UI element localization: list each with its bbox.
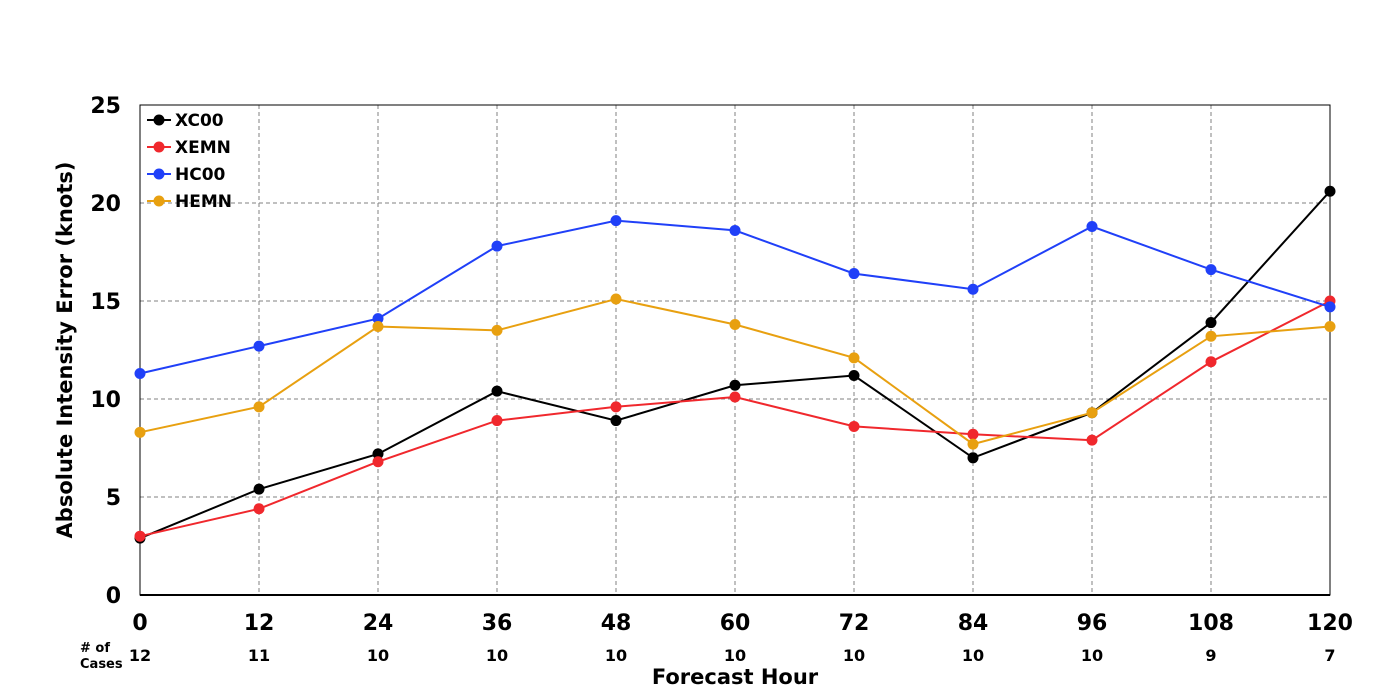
- case-count-label: 10: [605, 646, 627, 665]
- y-axis-title: Absolute Intensity Error (knots): [53, 162, 77, 539]
- data-point-xemn: [967, 428, 979, 440]
- data-point-xemn: [1086, 434, 1098, 446]
- data-point-hemn: [134, 426, 146, 438]
- case-count-label: 10: [724, 646, 746, 665]
- cases-row: # of Cases 12 11 10 10 10 10 10 10 10 9 7: [80, 641, 1336, 672]
- data-point-hc00: [610, 215, 622, 227]
- x-tick-label: 60: [720, 611, 751, 636]
- data-point-hc00: [967, 283, 979, 295]
- data-point-xc00: [610, 415, 622, 427]
- data-point-hc00: [253, 340, 265, 352]
- case-count-label: 10: [367, 646, 389, 665]
- x-tick-label: 96: [1077, 611, 1108, 636]
- data-point-xc00: [1324, 185, 1336, 197]
- x-axis-title: Forecast Hour: [652, 665, 819, 689]
- data-point-xc00: [372, 448, 384, 460]
- data-point-hemn: [848, 352, 860, 364]
- legend-marker: [153, 195, 165, 207]
- data-point-xemn: [372, 456, 384, 468]
- case-count-label: 10: [843, 646, 865, 665]
- data-point-xemn: [1205, 356, 1217, 368]
- data-point-hc00: [1205, 264, 1217, 276]
- data-point-hemn: [1205, 330, 1217, 342]
- case-count-label: 10: [1081, 646, 1103, 665]
- legend-marker: [153, 141, 165, 153]
- data-point-xemn: [491, 415, 503, 427]
- y-tick-label: 20: [90, 192, 121, 217]
- data-point-hemn: [967, 438, 979, 450]
- legend-label: HC00: [175, 165, 226, 185]
- legend-item-hc00: HC00: [147, 165, 226, 185]
- legend-label: XEMN: [175, 138, 231, 158]
- case-count-label: 11: [248, 646, 270, 665]
- legend-item-xemn: XEMN: [147, 138, 231, 158]
- series-group: [134, 185, 1336, 544]
- case-count-label: 7: [1324, 646, 1335, 665]
- y-tick-label: 10: [90, 388, 121, 413]
- grid: [140, 105, 1330, 595]
- x-tick-label: 0: [132, 611, 147, 636]
- x-tick-label: 36: [482, 611, 513, 636]
- data-point-xc00: [848, 369, 860, 381]
- data-point-hc00: [134, 368, 146, 380]
- y-tick-label: 5: [106, 486, 121, 511]
- data-point-hemn: [372, 320, 384, 332]
- data-point-xemn: [253, 503, 265, 515]
- legend-label: XC00: [175, 111, 224, 131]
- x-axis: 0 12 24 36 48 60 72 84 96 108 120: [132, 594, 1353, 636]
- data-point-hc00: [372, 313, 384, 325]
- data-point-xc00: [729, 379, 741, 391]
- series-hc00: [134, 215, 1336, 380]
- y-tick-label: 0: [106, 584, 121, 609]
- legend-marker: [153, 114, 165, 126]
- case-count-label: 10: [962, 646, 984, 665]
- data-point-hemn: [253, 401, 265, 413]
- y-tick-label: 15: [90, 290, 121, 315]
- data-point-hemn: [729, 319, 741, 331]
- data-point-xc00: [1205, 317, 1217, 329]
- data-point-hc00: [491, 240, 503, 252]
- y-axis: 0 5 10 15 20 25: [90, 94, 121, 609]
- case-count-label: 9: [1205, 646, 1216, 665]
- x-tick-label: 84: [958, 611, 989, 636]
- data-point-hc00: [1086, 221, 1098, 233]
- x-tick-label: 48: [601, 611, 632, 636]
- data-point-hc00: [848, 268, 860, 280]
- x-tick-label: 120: [1307, 611, 1353, 636]
- x-tick-label: 108: [1188, 611, 1234, 636]
- data-point-xc00: [491, 385, 503, 397]
- data-point-xemn: [848, 420, 860, 432]
- data-point-xemn: [729, 391, 741, 403]
- data-point-hemn: [1324, 320, 1336, 332]
- data-point-hemn: [610, 293, 622, 305]
- legend-marker: [153, 168, 165, 180]
- data-point-hc00: [729, 224, 741, 236]
- case-count-label: 12: [129, 646, 151, 665]
- data-point-xc00: [967, 452, 979, 464]
- x-tick-label: 24: [363, 611, 394, 636]
- x-tick-label: 12: [244, 611, 275, 636]
- case-count-label: 10: [486, 646, 508, 665]
- legend-label: HEMN: [175, 192, 232, 212]
- x-tick-label: 72: [839, 611, 870, 636]
- legend-item-xc00: XC00: [147, 111, 224, 131]
- data-point-xemn: [610, 401, 622, 413]
- data-point-hc00: [1324, 301, 1336, 313]
- data-point-xc00: [253, 483, 265, 495]
- data-point-hemn: [1086, 407, 1098, 419]
- cases-label-line2: Cases: [80, 657, 123, 672]
- legend-item-hemn: HEMN: [147, 192, 232, 212]
- cases-label-line1: # of: [80, 641, 110, 656]
- data-point-xemn: [134, 530, 146, 542]
- series-hemn: [134, 293, 1336, 450]
- legend: XC00 XEMN HC00 HEMN: [147, 111, 232, 212]
- y-tick-label: 25: [90, 94, 121, 119]
- data-point-hemn: [491, 324, 503, 336]
